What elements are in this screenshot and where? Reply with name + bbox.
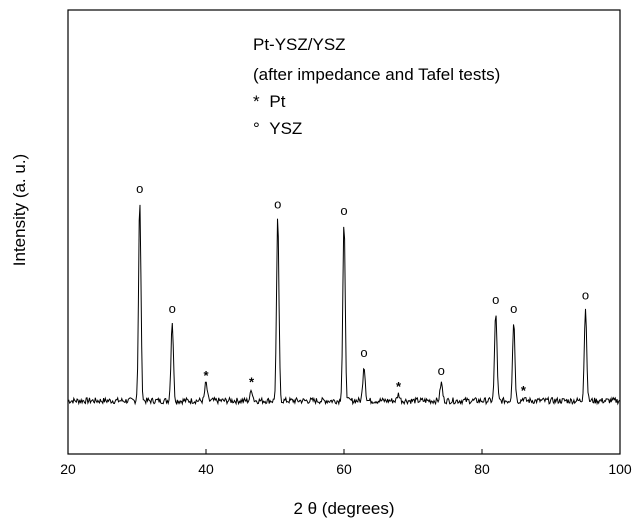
x-tick-label: 40 — [198, 461, 214, 477]
legend-entry-ysz: ° YSZ — [253, 119, 302, 138]
x-tick-label: 60 — [336, 461, 352, 477]
legend-title-line2: (after impedance and Tafel tests) — [253, 65, 500, 84]
legend-title-line1: Pt-YSZ/YSZ — [253, 35, 346, 54]
ysz-peak-marker: o — [582, 287, 589, 302]
x-axis-tick-labels: 20 40 60 80 100 — [60, 461, 632, 477]
y-axis-title: Intensity (a. u.) — [10, 154, 29, 266]
x-tick-label: 20 — [60, 461, 76, 477]
ysz-peak-marker: o — [492, 292, 499, 307]
pt-peak-marker: * — [203, 368, 209, 383]
x-tick-label: 80 — [474, 461, 490, 477]
x-axis-ticks — [67, 449, 621, 454]
ysz-peak-marker: o — [169, 301, 176, 316]
legend-entry-pt: * Pt — [253, 92, 286, 111]
peak-markers: oo* *o oo*ooo*o — [136, 181, 589, 398]
ysz-peak-marker: o — [274, 196, 281, 211]
ysz-peak-marker: o — [136, 181, 143, 196]
legend-label-pt: Pt — [269, 92, 285, 111]
ysz-peak-marker: o — [360, 345, 367, 360]
legend-symbol-pt: * — [253, 92, 260, 111]
x-axis-title: 2 θ (degrees) — [293, 499, 394, 518]
ysz-peak-marker: o — [510, 301, 517, 316]
legend: Pt-YSZ/YSZ (after impedance and Tafel te… — [253, 35, 500, 138]
ysz-peak-marker: o — [438, 363, 445, 378]
ysz-peak-marker: o — [340, 203, 347, 218]
x-tick-label: 100 — [608, 461, 632, 477]
xrd-pattern-line — [67, 204, 620, 406]
pt-peak-marker: * — [396, 379, 402, 394]
pt-peak-marker: * — [249, 375, 255, 390]
pt-peak-marker: * — [521, 383, 527, 398]
legend-label-ysz: YSZ — [269, 119, 302, 138]
legend-symbol-ysz: ° — [253, 119, 260, 138]
